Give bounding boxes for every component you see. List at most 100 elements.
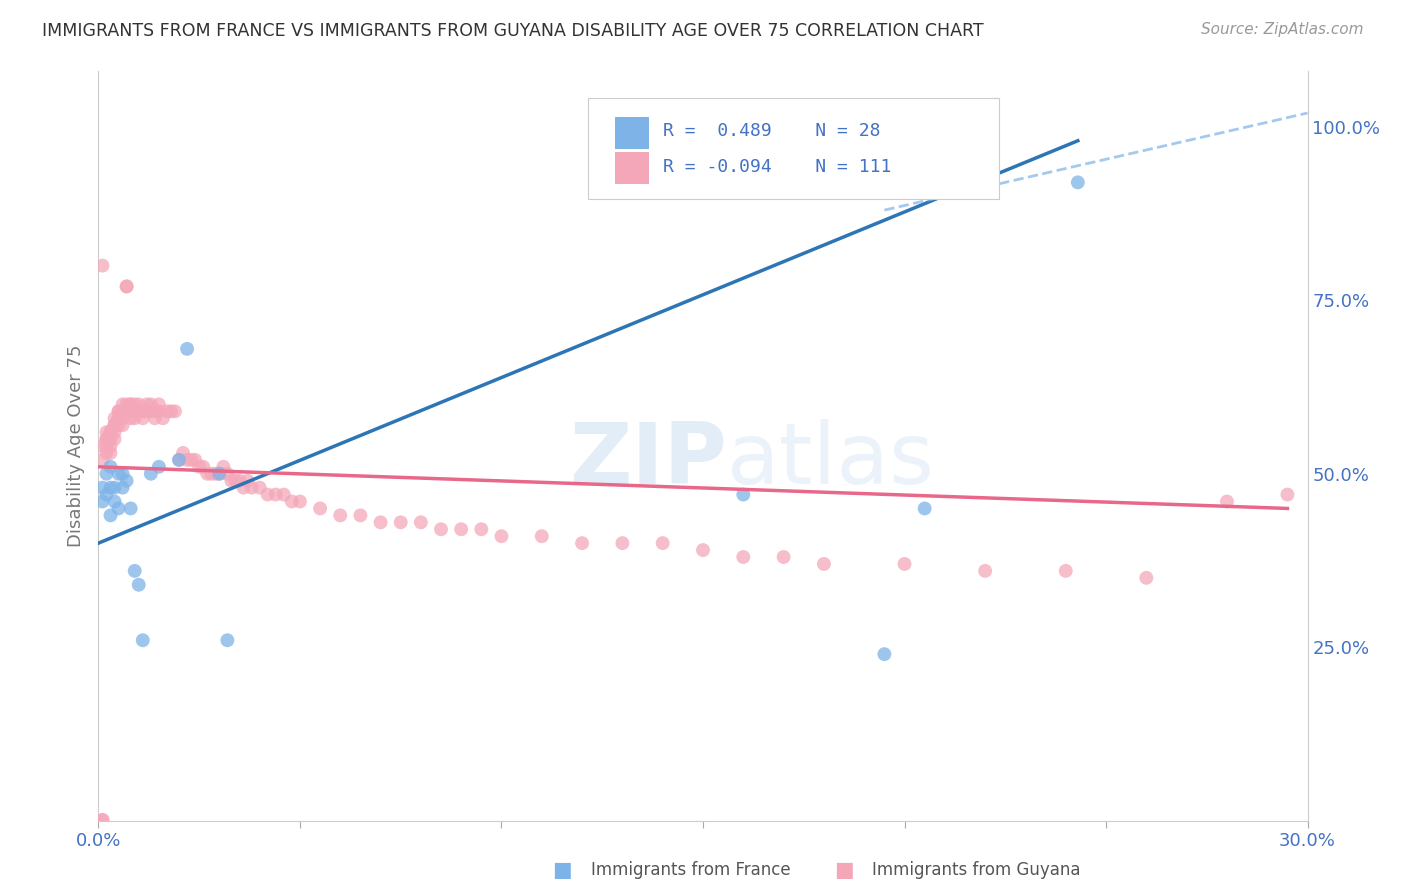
FancyBboxPatch shape: [614, 153, 648, 184]
Point: [204, 467, 226, 481]
Point: [132, 633, 155, 648]
Point: [103, 418, 125, 433]
Point: [273, 487, 295, 501]
Point: [491, 529, 513, 543]
Point: [111, 418, 134, 433]
Point: [107, 467, 129, 481]
Point: [96, 487, 118, 501]
Point: [733, 549, 755, 564]
Point: [389, 516, 412, 530]
Point: [232, 481, 254, 495]
Point: [143, 411, 166, 425]
Point: [167, 453, 190, 467]
Point: [180, 453, 202, 467]
Point: [100, 459, 122, 474]
Point: [91, 813, 114, 827]
Point: [148, 459, 170, 474]
Point: [409, 516, 432, 530]
Point: [228, 474, 250, 488]
Point: [221, 474, 243, 488]
Point: [139, 404, 162, 418]
Point: [100, 481, 122, 495]
Point: [96, 432, 118, 446]
Point: [1067, 175, 1090, 189]
Point: [107, 411, 129, 425]
Text: ZIP: ZIP: [569, 419, 727, 502]
Point: [329, 508, 352, 523]
Point: [176, 342, 198, 356]
Point: [156, 404, 179, 418]
Point: [571, 536, 593, 550]
Point: [135, 397, 157, 411]
Point: [100, 439, 122, 453]
Point: [167, 453, 190, 467]
Point: [772, 549, 794, 564]
Point: [240, 481, 263, 495]
Point: [100, 425, 122, 439]
Point: [914, 501, 936, 516]
Text: Source: ZipAtlas.com: Source: ZipAtlas.com: [1201, 22, 1364, 37]
Point: [100, 425, 122, 439]
Point: [184, 453, 207, 467]
Point: [195, 467, 218, 481]
FancyBboxPatch shape: [614, 117, 648, 149]
Point: [96, 425, 118, 439]
Point: [91, 813, 114, 827]
Point: [115, 279, 138, 293]
Point: [208, 467, 231, 481]
Point: [1277, 487, 1299, 501]
Point: [96, 439, 118, 453]
Point: [128, 404, 150, 418]
Point: [103, 411, 125, 425]
Point: [120, 404, 142, 418]
Point: [115, 474, 138, 488]
Point: [1135, 571, 1157, 585]
Point: [103, 481, 125, 495]
Point: [873, 647, 896, 661]
Point: [612, 536, 634, 550]
Text: ■: ■: [834, 860, 853, 880]
Point: [217, 467, 239, 481]
Point: [163, 404, 186, 418]
Point: [111, 397, 134, 411]
Point: [91, 453, 114, 467]
Text: atlas: atlas: [727, 419, 935, 502]
Point: [288, 494, 311, 508]
Text: Immigrants from France: Immigrants from France: [591, 861, 790, 879]
Point: [236, 474, 259, 488]
Point: [160, 404, 183, 418]
Text: ■: ■: [553, 860, 572, 880]
Point: [111, 481, 134, 495]
Point: [91, 439, 114, 453]
Point: [124, 411, 146, 425]
Point: [148, 404, 170, 418]
Point: [370, 516, 392, 530]
Point: [212, 459, 235, 474]
Point: [651, 536, 673, 550]
Point: [124, 397, 146, 411]
Point: [111, 404, 134, 418]
Point: [96, 467, 118, 481]
Point: [120, 501, 142, 516]
Point: [143, 404, 166, 418]
FancyBboxPatch shape: [588, 97, 1000, 199]
Point: [733, 487, 755, 501]
Point: [224, 474, 246, 488]
Point: [124, 564, 146, 578]
Point: [309, 501, 332, 516]
Point: [1216, 494, 1239, 508]
Text: R =  0.489    N = 28: R = 0.489 N = 28: [664, 122, 880, 140]
Point: [450, 522, 472, 536]
Point: [430, 522, 453, 536]
Point: [100, 508, 122, 523]
Point: [188, 459, 211, 474]
Point: [120, 411, 142, 425]
Point: [208, 467, 231, 481]
Point: [103, 418, 125, 433]
Point: [115, 279, 138, 293]
Text: IMMIGRANTS FROM FRANCE VS IMMIGRANTS FROM GUYANA DISABILITY AGE OVER 75 CORRELAT: IMMIGRANTS FROM FRANCE VS IMMIGRANTS FRO…: [42, 22, 984, 40]
Point: [132, 404, 155, 418]
Point: [96, 432, 118, 446]
Point: [103, 418, 125, 433]
Point: [264, 487, 287, 501]
